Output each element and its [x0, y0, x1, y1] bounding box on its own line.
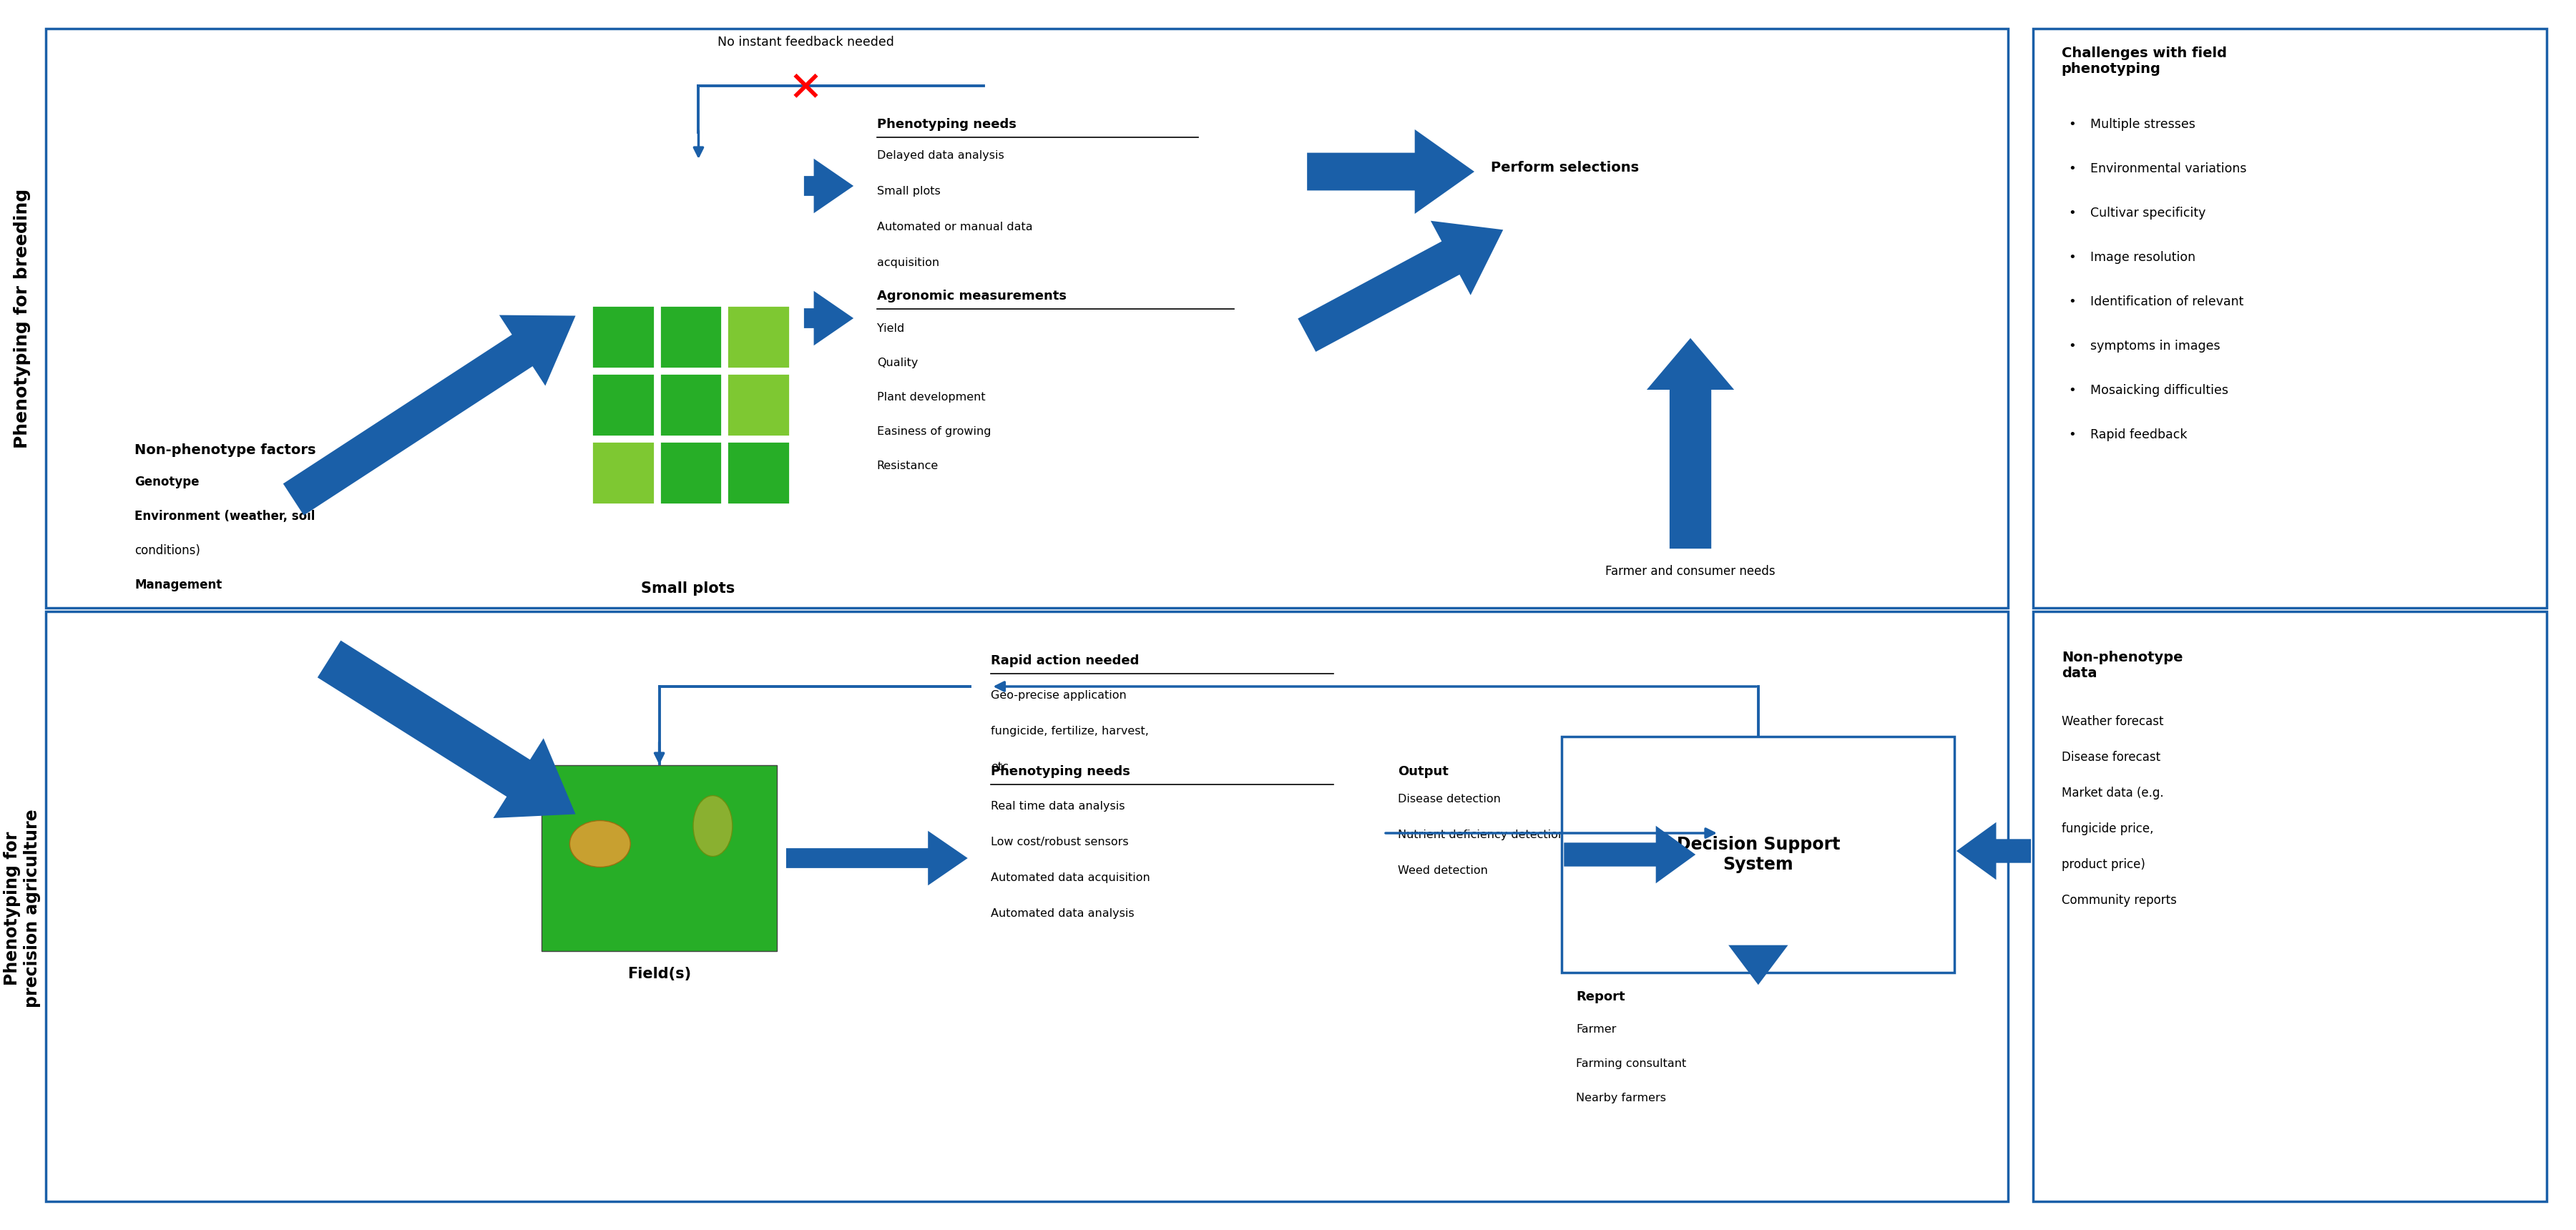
Text: Phenotyping for
precision agriculture: Phenotyping for precision agriculture	[3, 809, 41, 1007]
Bar	[659, 305, 721, 368]
Text: Low cost/robust sensors: Low cost/robust sensors	[992, 836, 1128, 847]
Bar	[726, 373, 791, 437]
Text: Easiness of growing: Easiness of growing	[876, 427, 992, 437]
Text: •: •	[2069, 428, 2076, 442]
Text: Genotype: Genotype	[134, 476, 198, 488]
Text: •: •	[2069, 295, 2076, 309]
Text: Rapid action needed: Rapid action needed	[992, 654, 1139, 667]
Text: •: •	[2069, 384, 2076, 397]
Bar	[592, 373, 654, 437]
Text: Non-phenotype factors: Non-phenotype factors	[134, 443, 317, 458]
Text: Community reports: Community reports	[2061, 894, 2177, 907]
Text: Output: Output	[1399, 765, 1448, 779]
Text: Farmer: Farmer	[1577, 1025, 1618, 1034]
FancyBboxPatch shape	[2032, 611, 2548, 1202]
Text: Nutrient deficiency detection: Nutrient deficiency detection	[1399, 829, 1566, 840]
Bar	[726, 305, 791, 368]
Text: •: •	[2069, 207, 2076, 219]
Text: Challenges with field
phenotyping: Challenges with field phenotyping	[2061, 47, 2226, 76]
Bar	[592, 305, 654, 368]
Text: •: •	[2069, 118, 2076, 130]
Text: Automated data analysis: Automated data analysis	[992, 908, 1133, 919]
Text: Small plots: Small plots	[641, 582, 734, 595]
Bar	[592, 442, 654, 504]
Text: fungicide, fertilize, harvest,: fungicide, fertilize, harvest,	[992, 726, 1149, 737]
Text: Weed detection: Weed detection	[1399, 865, 1489, 876]
Text: Phenotyping needs: Phenotyping needs	[876, 118, 1018, 130]
Ellipse shape	[569, 820, 631, 867]
Text: Management: Management	[134, 578, 222, 592]
Text: fungicide price,: fungicide price,	[2061, 823, 2154, 835]
Text: Market data (e.g.: Market data (e.g.	[2061, 787, 2164, 800]
Text: Delayed data analysis: Delayed data analysis	[876, 150, 1005, 161]
Text: Automated or manual data: Automated or manual data	[876, 221, 1033, 232]
Text: Resistance: Resistance	[876, 460, 938, 471]
Text: •: •	[2069, 251, 2076, 264]
Text: Decision Support
System: Decision Support System	[1677, 836, 1839, 873]
FancyBboxPatch shape	[46, 28, 2007, 608]
Text: Environmental variations: Environmental variations	[2089, 162, 2246, 175]
Text: Perform selections: Perform selections	[1492, 161, 1638, 175]
Text: Non-phenotype
data: Non-phenotype data	[2061, 651, 2182, 680]
Text: ✕: ✕	[788, 68, 824, 108]
Bar	[726, 442, 791, 504]
Text: Agronomic measurements: Agronomic measurements	[876, 289, 1066, 303]
Text: Geo-precise application: Geo-precise application	[992, 690, 1126, 701]
FancyBboxPatch shape	[1561, 737, 1955, 973]
Text: Weather forecast: Weather forecast	[2061, 715, 2164, 728]
Text: •: •	[2069, 339, 2076, 353]
Text: •: •	[2069, 162, 2076, 175]
Text: Multiple stresses: Multiple stresses	[2089, 118, 2195, 130]
Text: Phenotyping needs: Phenotyping needs	[992, 765, 1131, 779]
Bar	[659, 373, 721, 437]
Text: Disease forecast: Disease forecast	[2061, 750, 2161, 764]
Text: Quality: Quality	[876, 358, 917, 368]
Text: Image resolution: Image resolution	[2089, 251, 2195, 264]
Text: Farmer and consumer needs: Farmer and consumer needs	[1605, 565, 1775, 578]
Text: product price): product price)	[2061, 859, 2146, 871]
Text: Real time data analysis: Real time data analysis	[992, 801, 1126, 812]
Text: conditions): conditions)	[134, 544, 201, 557]
FancyBboxPatch shape	[2032, 28, 2548, 608]
Text: Field(s): Field(s)	[629, 967, 690, 982]
Text: Plant development: Plant development	[876, 392, 987, 402]
Text: Phenotyping for breeding: Phenotyping for breeding	[13, 188, 31, 448]
Text: Environment (weather, soil: Environment (weather, soil	[134, 510, 314, 523]
FancyBboxPatch shape	[46, 611, 2007, 1202]
Text: Rapid feedback: Rapid feedback	[2089, 428, 2187, 442]
Text: Disease detection: Disease detection	[1399, 793, 1502, 804]
Text: Mosaicking difficulties: Mosaicking difficulties	[2089, 384, 2228, 397]
Text: Cultivar specificity: Cultivar specificity	[2089, 207, 2205, 219]
Bar	[659, 442, 721, 504]
Text: Identification of relevant: Identification of relevant	[2089, 295, 2244, 309]
Text: Farming consultant: Farming consultant	[1577, 1058, 1687, 1069]
Text: Yield: Yield	[876, 323, 904, 335]
Text: Report: Report	[1577, 990, 1625, 1004]
Text: symptoms in images: symptoms in images	[2089, 339, 2221, 353]
Text: No instant feedback needed: No instant feedback needed	[716, 36, 894, 49]
Text: acquisition: acquisition	[876, 257, 940, 268]
Text: etc.: etc.	[992, 761, 1012, 772]
Text: Small plots: Small plots	[876, 186, 940, 197]
Text: Nearby farmers: Nearby farmers	[1577, 1092, 1667, 1103]
FancyBboxPatch shape	[541, 765, 778, 951]
Text: Automated data acquisition: Automated data acquisition	[992, 872, 1151, 883]
Ellipse shape	[693, 796, 732, 856]
